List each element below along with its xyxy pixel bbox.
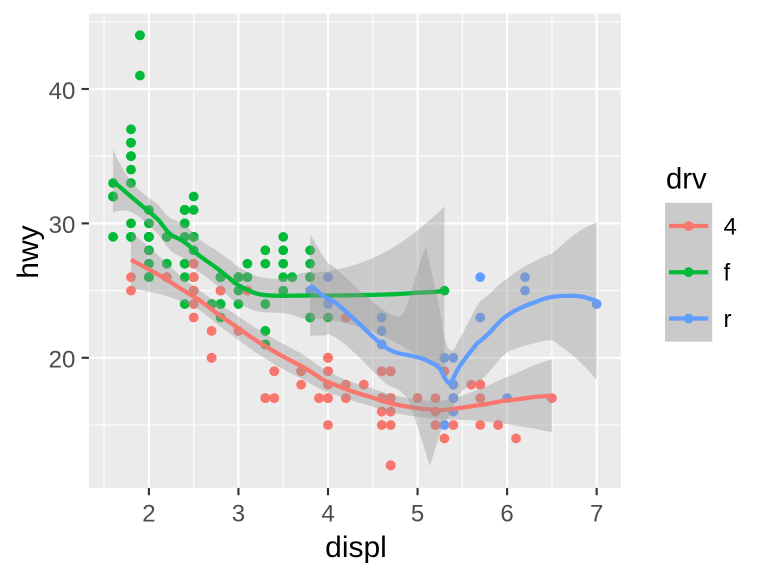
svg-text:f: f [724,260,731,287]
svg-text:3: 3 [232,501,245,528]
svg-text:5: 5 [411,501,424,528]
svg-text:6: 6 [500,501,513,528]
svg-text:30: 30 [49,212,76,239]
svg-text:4: 4 [724,213,737,240]
svg-text:40: 40 [49,78,76,105]
svg-text:7: 7 [590,501,603,528]
svg-text:r: r [724,306,732,333]
svg-text:20: 20 [49,347,76,374]
svg-text:2: 2 [142,501,155,528]
svg-text:4: 4 [321,501,334,528]
svg-text:displ: displ [325,531,387,564]
svg-text:drv: drv [666,163,707,196]
svg-text:hwy: hwy [12,225,45,278]
